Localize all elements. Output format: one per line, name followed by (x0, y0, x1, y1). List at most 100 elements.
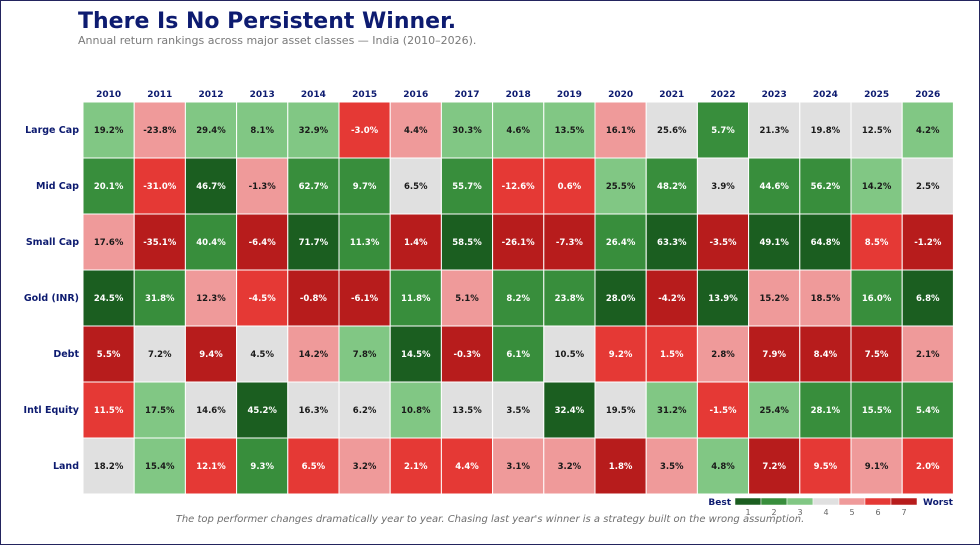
heatmap-cell (799, 157, 852, 215)
heatmap-cell (82, 381, 135, 439)
cell-value: 23.8% (555, 294, 585, 304)
cell-value: -1.3% (249, 182, 277, 192)
cell-value: 19.8% (811, 126, 841, 136)
heatmap-cell (338, 381, 391, 439)
cell-value: 5.1% (455, 294, 479, 304)
cell-value: 15.5% (862, 406, 892, 416)
cell-value: 6.8% (916, 294, 940, 304)
cell-value: 25.4% (759, 406, 789, 416)
cell-value: 17.6% (94, 238, 124, 248)
cell-value: 7.9% (762, 350, 786, 360)
cell-value: 58.5% (452, 238, 482, 248)
cell-value: 8.2% (506, 294, 530, 304)
heatmap-cell (594, 437, 647, 495)
cell-value: 2.8% (711, 350, 735, 360)
cell-value: 8.4% (814, 350, 838, 360)
heatmap-cell (184, 381, 238, 439)
cell-value: 11.3% (350, 238, 380, 248)
legend-rank-4: 4 (823, 508, 828, 517)
cell-value: 4.6% (506, 126, 530, 136)
cell-value: 6.1% (506, 350, 530, 360)
cell-value: 21.3% (759, 126, 789, 136)
cell-value: -7.3% (556, 238, 584, 248)
cell-value: 12.5% (862, 126, 892, 136)
heatmap-cell (594, 157, 647, 215)
cell-value: 6.5% (302, 462, 326, 472)
cell-value: 6.5% (404, 182, 428, 192)
heatmap-cell (901, 101, 954, 159)
cell-value: 5.7% (711, 126, 735, 136)
cell-value: 4.4% (455, 462, 479, 472)
heatmap-cell (287, 325, 340, 383)
cell-value: 3.5% (660, 462, 684, 472)
legend-swatch-1 (734, 497, 762, 506)
heatmap-cell (492, 157, 545, 215)
asset-label-gold-inr: Gold (INR) (24, 293, 79, 304)
cell-value: 28.0% (606, 294, 636, 304)
year-label-2012: 2012 (198, 90, 223, 100)
cell-value: -6.4% (249, 238, 277, 248)
heatmap-cell (133, 269, 186, 327)
cell-value: 31.8% (145, 294, 175, 304)
heatmap-cell (901, 213, 954, 271)
cell-value: -6.1% (351, 294, 379, 304)
cell-value: 2.1% (404, 462, 428, 472)
heatmap-cell (645, 213, 698, 271)
cell-value: 9.4% (199, 350, 223, 360)
legend-rank-1: 1 (745, 508, 750, 517)
heatmap-cell (543, 325, 596, 383)
cell-value: 13.5% (555, 126, 585, 136)
heatmap-cell (492, 381, 545, 439)
cell-value: 12.1% (196, 462, 226, 472)
heatmap-cell (440, 157, 494, 215)
legend-rank-3: 3 (797, 508, 802, 517)
heatmap-cell (338, 437, 391, 495)
year-label-2026: 2026 (915, 90, 940, 100)
heatmap-cell (748, 157, 801, 215)
cell-value: 3.2% (558, 462, 582, 472)
cell-value: 7.2% (762, 462, 786, 472)
cell-value: 2.0% (916, 462, 940, 472)
heatmap-cell (696, 213, 750, 271)
cell-value: 7.5% (865, 350, 889, 360)
cell-value: 9.1% (865, 462, 889, 472)
legend-swatch-7 (890, 497, 918, 506)
heatmap-cell (543, 157, 596, 215)
heatmap-cell (594, 101, 647, 159)
heatmap-cell (799, 101, 852, 159)
cell-value: 16.3% (299, 406, 329, 416)
asset-label-large-cap: Large Cap (25, 125, 79, 136)
heatmap-cell (748, 437, 801, 495)
cell-value: 16.1% (606, 126, 636, 136)
asset-label-land: Land (53, 461, 79, 472)
legend-swatch-5 (838, 497, 866, 506)
cell-value: 32.4% (555, 406, 585, 416)
cell-value: 13.5% (452, 406, 482, 416)
cell-value: 9.7% (353, 182, 377, 192)
heatmap-cell (645, 437, 698, 495)
asset-label-intl-equity: Intl Equity (24, 405, 80, 416)
year-label-2016: 2016 (403, 90, 428, 100)
heatmap-cell (901, 269, 954, 327)
heatmap-cell (133, 213, 186, 271)
chart-title: There Is No Persistent Winner. (78, 9, 457, 34)
heatmap-cell (287, 157, 340, 215)
heatmap-cell (748, 381, 801, 439)
cell-value: 0.6% (558, 182, 582, 192)
heatmap-cell (850, 213, 903, 271)
cell-value: 24.5% (94, 294, 124, 304)
heatmap-cell (133, 381, 186, 439)
legend-rank-7: 7 (901, 508, 906, 517)
cell-value: 20.1% (94, 182, 124, 192)
legend-swatch-2 (760, 497, 788, 506)
heatmap-cell (645, 269, 698, 327)
cell-value: 18.2% (94, 462, 124, 472)
cell-value: -4.5% (249, 294, 277, 304)
cell-value: 3.5% (506, 406, 530, 416)
heatmap-cell (82, 437, 135, 495)
heatmap-cell (440, 101, 494, 159)
asset-label-small-cap: Small Cap (26, 237, 79, 248)
cell-value: 15.4% (145, 462, 175, 472)
cell-value: 7.2% (148, 350, 172, 360)
